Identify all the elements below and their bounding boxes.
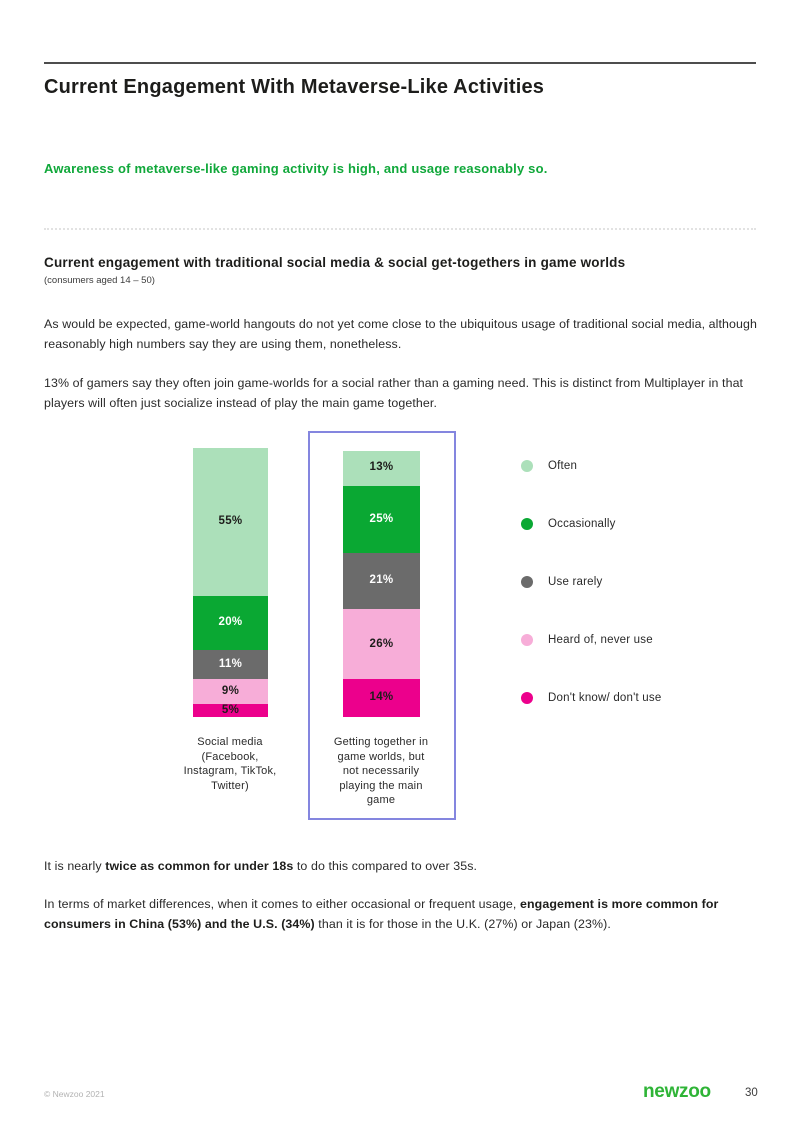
paragraph-usage-context: As would be expected, game-world hangout…	[44, 317, 758, 351]
legend-item-use-rarely: Use rarely	[521, 576, 661, 588]
legend-dot-icon	[521, 692, 533, 704]
newzoo-logo: newzoo	[643, 1081, 711, 1102]
top-rule	[44, 62, 756, 64]
page-title: Current Engagement With Metaverse-Like A…	[44, 76, 545, 98]
legend-label: Often	[548, 460, 578, 472]
category-label-0: Social media (Facebook, Instagram, TikTok,…	[183, 736, 277, 792]
legend-dot-icon	[521, 518, 533, 530]
bar-segment-heard-of-never-use: 9%	[193, 679, 268, 704]
category-label-1: Getting together in game worlds, but not n…	[333, 736, 429, 806]
segment-value-label: 9%	[221, 684, 240, 697]
legend-label: Don't know/ don't use	[548, 692, 662, 704]
segment-value-label: 26%	[369, 637, 394, 650]
key-takeaway-text: Awareness of metaverse-like gaming activ…	[44, 161, 548, 176]
copyright-text: © Newzoo 2021	[44, 1089, 105, 1099]
segment-value-label: 13%	[369, 461, 394, 474]
bar-segment-often: 55%	[193, 448, 268, 596]
stacked-bar-chart: 55% 20% 11% 9% 5% 13% 25% 21% 26% 14% Social medi…	[0, 431, 800, 835]
insight-markets-post: than it is for those in the U.K. (27%) o…	[314, 916, 611, 931]
bar-segment-don-t-know-don-t-use: 5%	[193, 703, 268, 717]
bar-segment-use-rarely: 11%	[193, 649, 268, 680]
bar-segment-heard-of-never-use: 26%	[343, 609, 420, 680]
segment-value-label: 25%	[369, 512, 394, 525]
bar-segment-often: 13%	[343, 450, 420, 486]
dotted-divider	[44, 228, 756, 230]
legend-label: Occasionally	[548, 518, 616, 530]
legend-item-often: Often	[521, 460, 661, 472]
legend-label: Heard of, never use	[548, 634, 653, 646]
bar-segment-occasionally: 25%	[343, 485, 420, 553]
chart-section-heading: Current engagement with traditional soci…	[44, 255, 626, 270]
insight-under18-bold: twice as common for under 18s	[105, 859, 294, 873]
insight-under18-pre: It is nearly	[44, 859, 106, 873]
insight-markets-pre: In terms of market differences, when it …	[44, 897, 521, 911]
insight-markets: In terms of market differences, when it …	[44, 895, 758, 934]
bar-segment-don-t-know-don-t-use: 14%	[343, 679, 420, 717]
legend-item-occasionally: Occasionally	[521, 518, 661, 530]
legend-item-heard-of-never-use: Heard of, never use	[521, 634, 661, 646]
insight-markets-bold: engagement is more common for consumers …	[44, 897, 719, 931]
segment-value-label: 14%	[369, 691, 394, 704]
segment-value-label: 20%	[218, 616, 243, 629]
bar-segment-occasionally: 20%	[193, 595, 268, 650]
bar-segment-use-rarely: 21%	[343, 552, 420, 610]
segment-value-label: 21%	[369, 574, 394, 587]
highlight-outline-box	[308, 431, 456, 820]
chart-legend: Often Occasionally Use rarely Heard of, nev…	[521, 460, 661, 750]
paragraph-13-percent: 13% of gamers say they often join game-w…	[44, 376, 744, 410]
legend-dot-icon	[521, 634, 533, 646]
bar-social-media-facebook-instagra: 55% 20% 11% 9% 5%	[193, 448, 268, 717]
legend-item-don-t-know-don-t-use: Don't know/ don't use	[521, 692, 661, 704]
bar-getting-together-in-game-world: 13% 25% 21% 26% 14%	[343, 450, 420, 717]
insight-under18-post: to do this compared to over 35s.	[293, 859, 478, 873]
insight-under18: It is nearly twice as common for under 1…	[44, 857, 758, 877]
legend-dot-icon	[521, 576, 533, 588]
legend-label: Use rarely	[548, 576, 603, 588]
chart-section-caption: (consumers aged 14 – 50)	[44, 275, 155, 286]
page-number: 30	[745, 1087, 758, 1099]
segment-value-label: 11%	[218, 657, 243, 670]
segment-value-label: 5%	[221, 703, 240, 716]
legend-dot-icon	[521, 460, 533, 472]
segment-value-label: 55%	[218, 515, 243, 528]
